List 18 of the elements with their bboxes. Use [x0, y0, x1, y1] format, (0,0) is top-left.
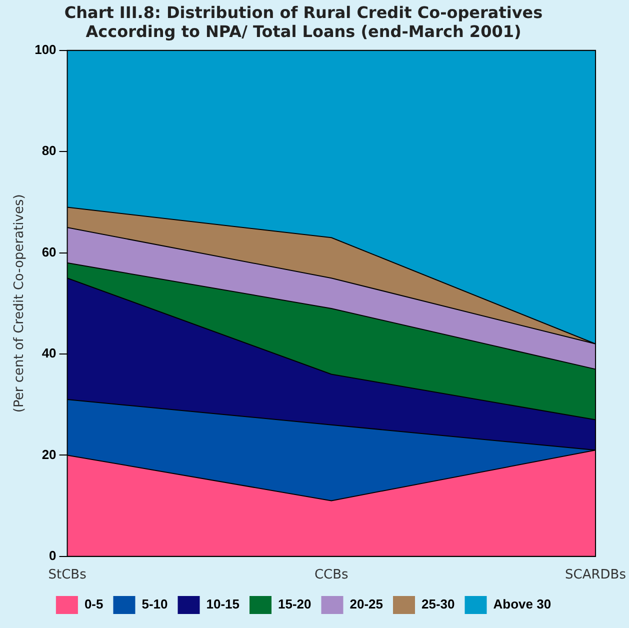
- y-tick-label: 20: [42, 446, 56, 462]
- legend-label: 5-10: [142, 596, 168, 612]
- legend-label: 20-25: [350, 596, 384, 612]
- y-tick-label: 100: [34, 42, 56, 57]
- legend-label: 10-15: [206, 596, 240, 612]
- y-tick-label: 80: [42, 143, 56, 158]
- y-tick-label: 40: [42, 346, 56, 361]
- y-tick-label: 60: [42, 244, 56, 260]
- chart-title: Chart III.8: Distribution of Rural Credit Co-operatives According to NPA/ Total Loans (end-March 2001): [64, 2, 543, 41]
- y-axis-title: (Per cent of Credit Co-operatives): [12, 194, 28, 413]
- x-tick-label: CCBs: [314, 568, 349, 583]
- x-tick-label: SCARDBs: [565, 568, 626, 583]
- legend-label: 0-5: [84, 596, 104, 612]
- legend-label: 15-20: [278, 596, 312, 612]
- y-tick-label: 0: [49, 548, 56, 563]
- legend-label: 25-30: [422, 596, 455, 612]
- x-tick-label: StCBs: [48, 568, 87, 583]
- legend-label: Above 30: [493, 596, 552, 612]
